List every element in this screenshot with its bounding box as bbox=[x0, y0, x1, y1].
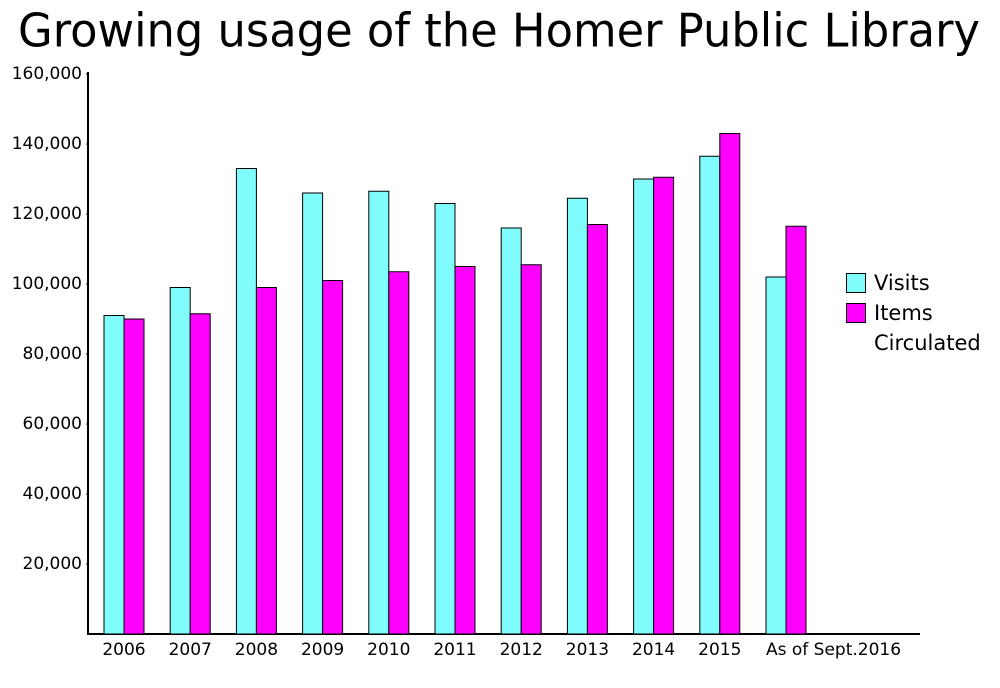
y-tick-label: 40,000 bbox=[23, 484, 82, 504]
y-tick-label: 140,000 bbox=[12, 134, 82, 154]
x-tick-label: 2015 bbox=[698, 640, 741, 660]
bar bbox=[765, 276, 787, 635]
bar bbox=[255, 287, 277, 635]
bar bbox=[719, 133, 741, 635]
x-tick-label: 2007 bbox=[169, 640, 212, 660]
legend-item: Items Circulated bbox=[846, 298, 996, 358]
x-tick-label: 2011 bbox=[433, 640, 476, 660]
bar bbox=[322, 280, 344, 635]
bar bbox=[189, 313, 211, 635]
legend-label: Items Circulated bbox=[874, 301, 981, 355]
x-tick-label: 2012 bbox=[500, 640, 543, 660]
y-tick-label: 60,000 bbox=[23, 414, 82, 434]
bar bbox=[699, 155, 721, 635]
bar bbox=[520, 264, 542, 635]
bar bbox=[500, 227, 522, 635]
bar bbox=[785, 225, 807, 635]
bar bbox=[235, 168, 257, 635]
x-tick-label: 2013 bbox=[566, 640, 609, 660]
y-tick-label: 120,000 bbox=[12, 204, 82, 224]
y-tick-label: 20,000 bbox=[23, 554, 82, 574]
x-tick-label: 2008 bbox=[235, 640, 278, 660]
y-tick-label: 80,000 bbox=[23, 344, 82, 364]
chart-title: Growing usage of the Homer Public Librar… bbox=[18, 4, 980, 58]
bar bbox=[586, 224, 608, 635]
bar bbox=[454, 266, 476, 635]
x-tick-label: 2014 bbox=[632, 640, 675, 660]
bar bbox=[566, 197, 588, 635]
bar bbox=[388, 271, 410, 635]
legend-swatch bbox=[846, 273, 866, 293]
legend-item: Visits bbox=[846, 268, 996, 298]
bar bbox=[653, 176, 675, 635]
x-tick-label: As of Sept.2016 bbox=[766, 640, 901, 660]
legend: Visits Items Circulated bbox=[846, 268, 996, 358]
x-tick-label: 2009 bbox=[301, 640, 344, 660]
bar bbox=[368, 190, 390, 635]
bar bbox=[103, 315, 125, 635]
legend-label: Visits bbox=[874, 271, 930, 295]
legend-swatch bbox=[846, 303, 866, 323]
y-tick-label: 100,000 bbox=[12, 274, 82, 294]
bar bbox=[633, 178, 655, 635]
bar bbox=[434, 203, 456, 635]
x-tick-label: 2010 bbox=[367, 640, 410, 660]
y-tick-label: 160,000 bbox=[12, 64, 82, 84]
x-tick-label: 2006 bbox=[102, 640, 145, 660]
bar bbox=[302, 192, 324, 635]
bar bbox=[123, 318, 145, 635]
bar bbox=[169, 287, 191, 635]
